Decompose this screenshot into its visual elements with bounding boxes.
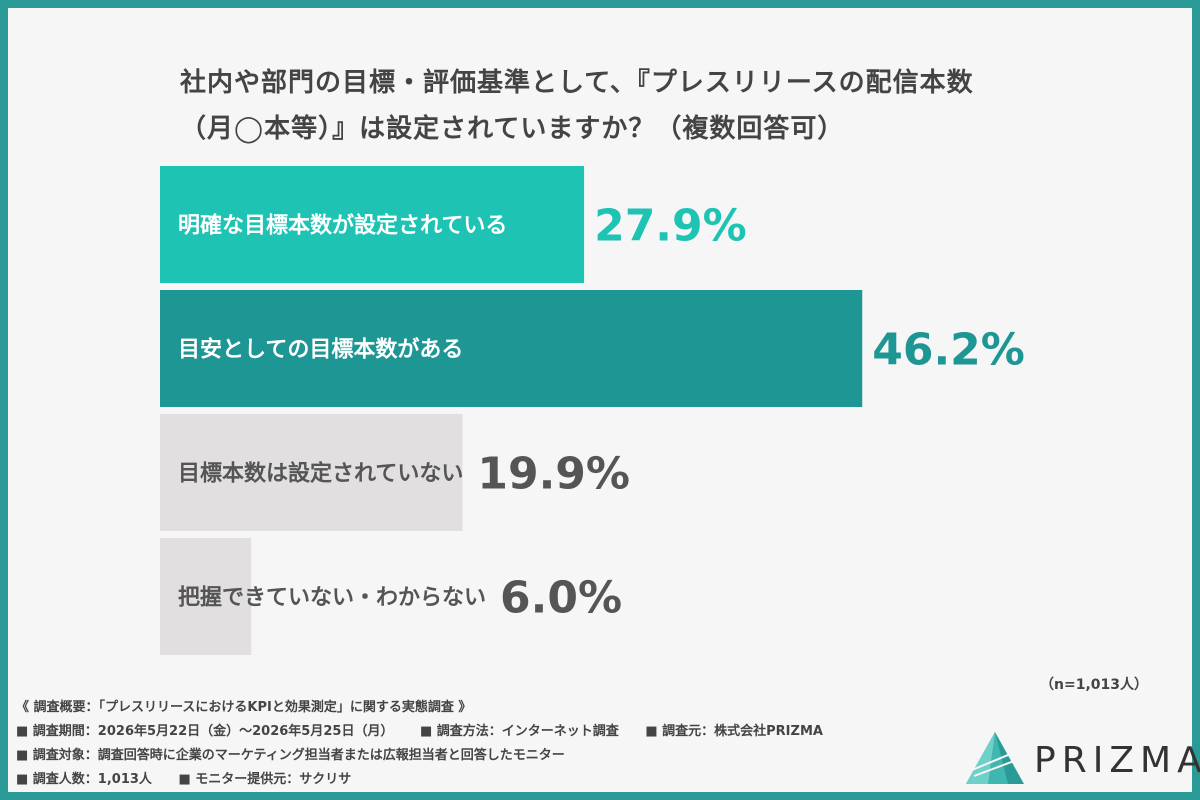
survey-method: ■ 調査方法：インターネット調査 — [419, 724, 619, 739]
chart-title-line-2: （月◯本等）』は設定されていますか？（複数回答可） — [180, 114, 845, 144]
value-label-2: 46.2% — [872, 325, 1025, 376]
bar-label-1: 明確な目標本数が設定されている — [178, 213, 507, 239]
value-label-4: 6.0% — [500, 573, 622, 624]
survey-summary: 《 調査概要：「プレスリリースにおけるKPIと効果測定」に関する実態調査 》 — [16, 700, 472, 715]
infographic-frame: 社内や部門の目標・評価基準として、『プレスリリースの配信本数 （月◯本等）』は設… — [8, 8, 1200, 792]
footnote-row-3: ■ 調査人数：1,013人 ■ モニター提供元：サクリサ — [16, 768, 916, 792]
value-label-3: 19.9% — [477, 449, 630, 500]
survey-target: ■ 調査対象：調査回答時に企業のマーケティング担当者または広報担当者と回答したモ… — [16, 748, 565, 763]
bar-label-4: 把握できていない・わからない — [178, 585, 486, 611]
prism-triangle-icon — [966, 732, 1024, 784]
survey-footnotes: 《 調査概要：「プレスリリースにおけるKPIと効果測定」に関する実態調査 》 ■… — [16, 696, 916, 792]
survey-organizer: ■ 調査元：株式会社PRIZMA — [645, 724, 823, 739]
bar-label-2: 目安としての目標本数がある — [178, 337, 463, 363]
bar-2 — [160, 290, 863, 407]
footnote-row-1: ■ 調査期間：2026年5月22日（金）〜2026年5月25日（月） ■ 調査方… — [16, 720, 916, 744]
prizma-logo: PRIZMA — [964, 730, 1200, 786]
bar-4 — [160, 538, 252, 655]
bar-3 — [160, 414, 463, 531]
bar-label-3: 目標本数は設定されていない — [178, 461, 463, 487]
logo-text: PRIZMA — [1034, 740, 1200, 781]
survey-count: ■ 調査人数：1,013人 — [16, 772, 152, 787]
bar-1 — [160, 166, 585, 283]
sample-size-note: （n=1,013人） — [1040, 677, 1148, 693]
value-label-1: 27.9% — [594, 201, 747, 252]
bar-chart: 明確な目標本数が設定されている 27.9% 目安としての目標本数がある 46.2% 目標… — [160, 166, 1025, 655]
monitor-provider: ■ モニター提供元：サクリサ — [178, 772, 352, 787]
survey-period: ■ 調査期間：2026年5月22日（金）〜2026年5月25日（月） — [16, 724, 394, 739]
chart-title-line-1: 社内や部門の目標・評価基準として、『プレスリリースの配信本数 — [180, 68, 974, 98]
